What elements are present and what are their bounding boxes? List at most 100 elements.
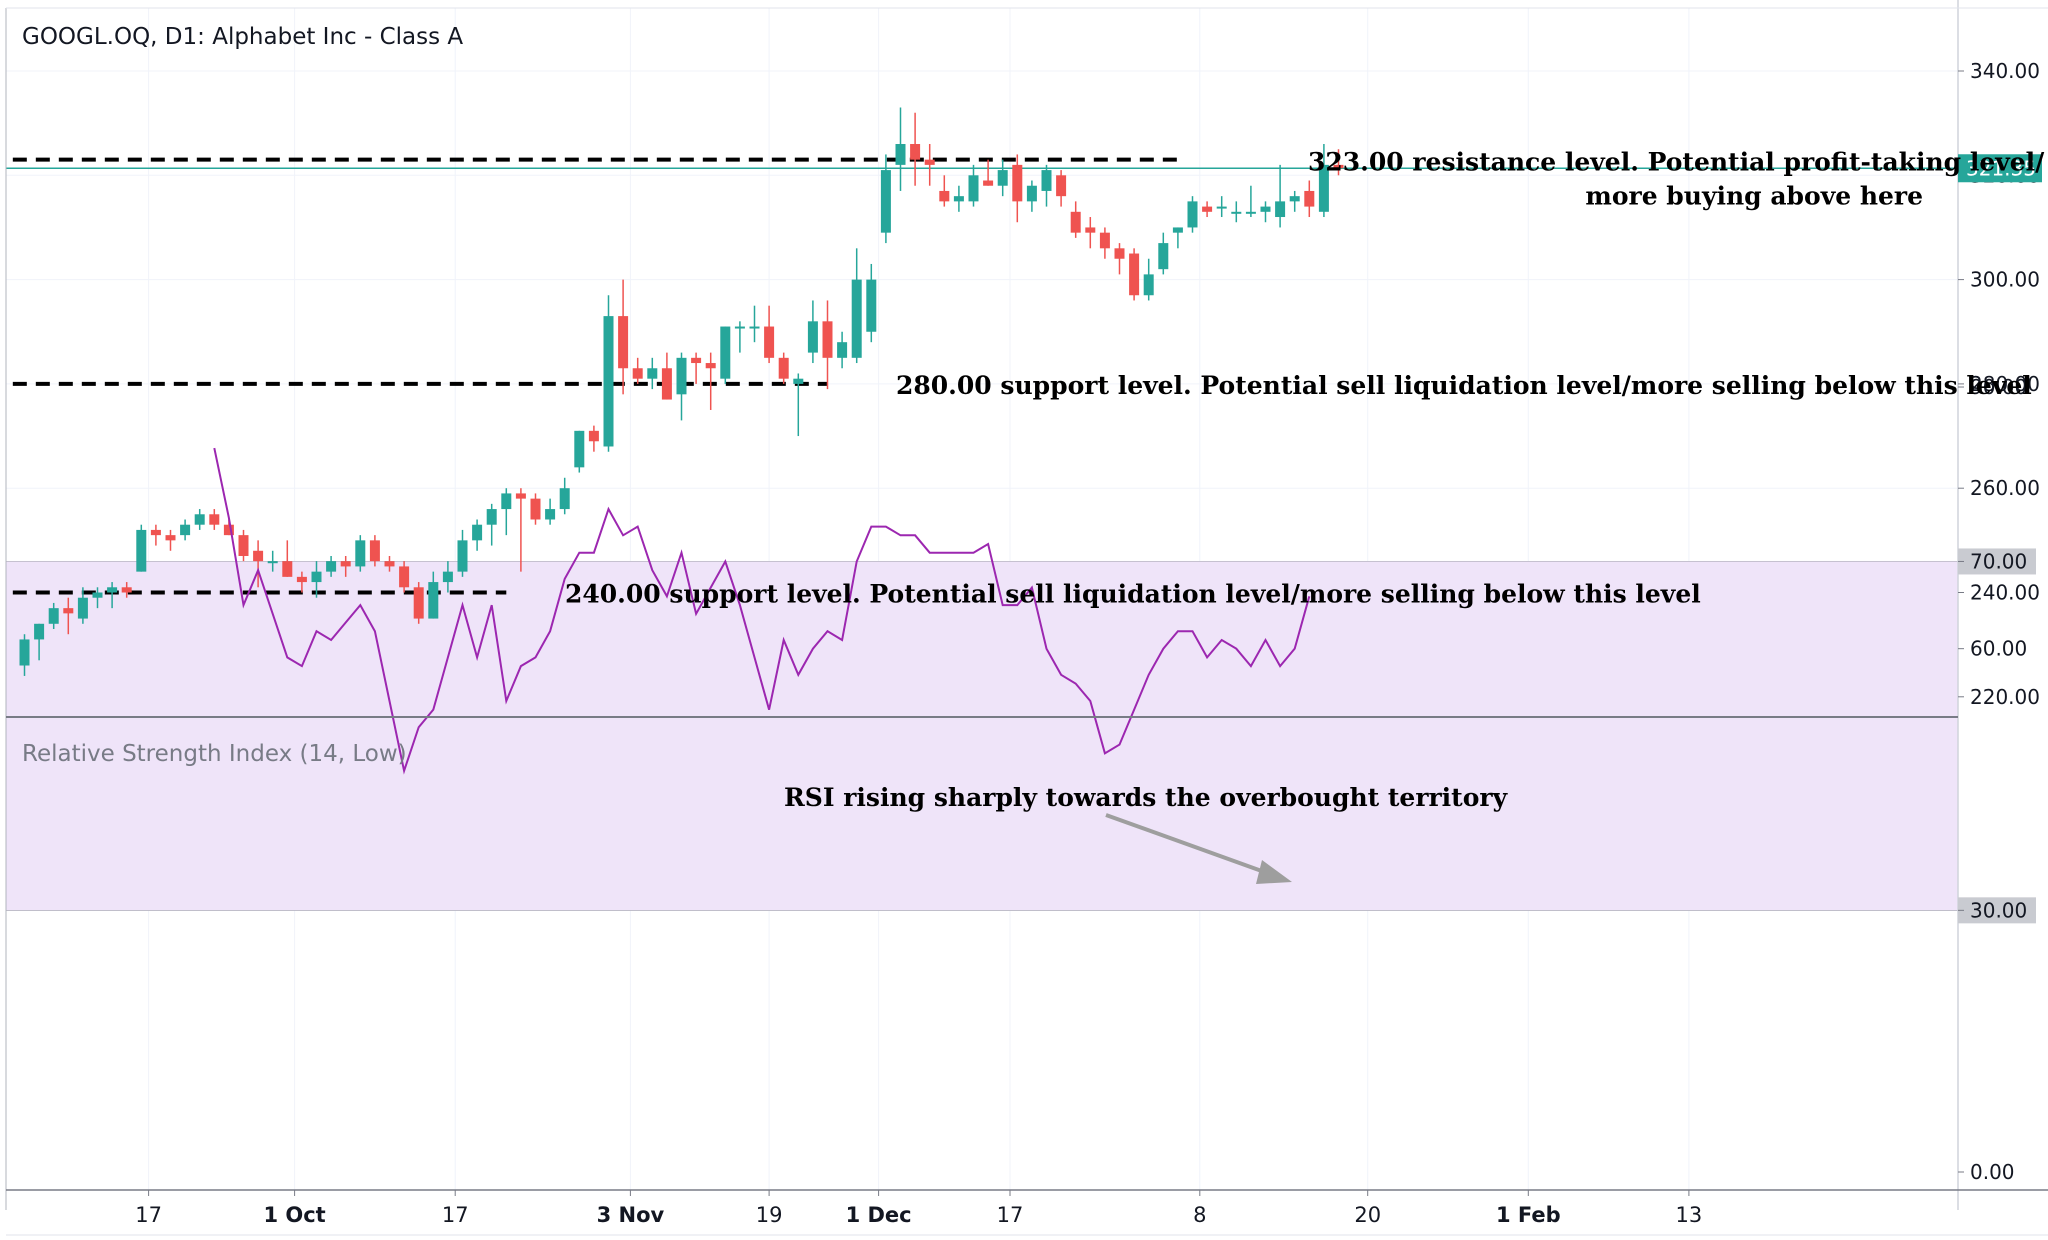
- candle-body: [661, 368, 672, 400]
- rsi-band: [6, 561, 1958, 911]
- candle: [618, 279, 629, 395]
- candle: [1099, 227, 1110, 259]
- candle-body: [603, 316, 614, 447]
- candle: [647, 357, 658, 390]
- candle: [107, 582, 118, 609]
- candle: [866, 263, 877, 343]
- candle: [1275, 164, 1286, 228]
- candle-body: [1333, 164, 1344, 169]
- chart-title: GOOGL.OQ, D1: Alphabet Inc - Class A: [22, 24, 463, 50]
- support-240-label: 240.00 support level. Potential sell liq…: [565, 580, 1701, 609]
- time-tick-label: 1 Oct: [263, 1203, 325, 1227]
- candle-body: [428, 582, 439, 619]
- time-tick-label: 17: [135, 1203, 162, 1227]
- price-tick-label: 280.00: [1970, 372, 2040, 396]
- candle-body: [63, 608, 74, 614]
- candle-body: [720, 326, 731, 379]
- time-tick-label: 1 Feb: [1496, 1203, 1561, 1227]
- rsi-tick-label: 0.00: [1970, 1160, 2015, 1184]
- candle-body: [282, 561, 293, 577]
- candle-body: [764, 326, 775, 358]
- candle-body: [1202, 206, 1213, 212]
- candle-body: [399, 566, 410, 588]
- candle-body: [150, 529, 161, 536]
- candle: [121, 582, 132, 598]
- candle: [253, 540, 264, 588]
- rsi-line: [213, 447, 1311, 775]
- candle: [1245, 185, 1256, 218]
- price-tick-label: 340.00: [1970, 59, 2040, 83]
- candle: [413, 582, 424, 624]
- candle: [1202, 201, 1213, 218]
- candle-body: [1187, 201, 1198, 228]
- candle-body: [1318, 164, 1329, 212]
- candle: [1231, 201, 1242, 223]
- candle-body: [48, 608, 59, 624]
- candle-body: [1114, 248, 1125, 259]
- candle: [282, 540, 293, 577]
- time-tick-label: 1 Dec: [846, 1203, 912, 1227]
- candle: [910, 112, 921, 186]
- candle: [953, 185, 964, 212]
- candle: [822, 300, 833, 390]
- candle-body: [1056, 175, 1067, 197]
- candle-body: [1070, 211, 1081, 233]
- candle: [691, 352, 702, 384]
- price-axis[interactable]: 220.00240.00260.00280.00300.00320.00340.…: [1958, 59, 2042, 709]
- candle: [19, 634, 30, 676]
- candle-body: [734, 326, 745, 329]
- candle-body: [457, 540, 468, 572]
- candle: [384, 555, 395, 572]
- candle-body: [924, 159, 935, 165]
- resistance-label-line2: more buying above here: [1585, 182, 1923, 211]
- candle-body: [618, 316, 629, 369]
- price-tick-label: 240.00: [1970, 581, 2040, 605]
- candle-body: [895, 144, 906, 165]
- candle-body: [1260, 206, 1271, 212]
- candle: [793, 373, 804, 437]
- time-tick-label: 13: [1676, 1203, 1703, 1227]
- candle-body: [413, 587, 424, 619]
- candle: [472, 519, 483, 551]
- candle-body: [472, 524, 483, 541]
- candle-body: [19, 639, 30, 666]
- candle-body: [296, 576, 307, 583]
- candle: [997, 159, 1008, 197]
- candle-body: [194, 514, 205, 525]
- candle-body: [1304, 190, 1315, 207]
- candle: [749, 305, 760, 343]
- arrow-shaft: [1105, 813, 1271, 876]
- candle-body: [1012, 164, 1023, 202]
- candle-body: [983, 180, 994, 186]
- candle: [501, 488, 512, 536]
- candle-body: [530, 498, 541, 520]
- candle-body: [705, 363, 716, 369]
- price-tick-label: 260.00: [1970, 476, 2040, 500]
- candle-body: [267, 561, 278, 564]
- candle: [1216, 196, 1227, 218]
- candle: [1289, 190, 1300, 212]
- candle: [734, 321, 745, 353]
- candle: [1070, 201, 1081, 238]
- support-280-label: 280.00 support level. Potential sell liq…: [896, 371, 2032, 400]
- candle: [150, 524, 161, 546]
- candle: [939, 175, 950, 207]
- time-tick-label: 3 Nov: [597, 1203, 665, 1227]
- rsi-tick-label: 30.00: [1970, 898, 2027, 922]
- rsi-axis[interactable]: 0.00 30.00 60.00 70.00 90.00: [1958, 375, 2036, 1184]
- candle-body: [1143, 274, 1154, 296]
- candle: [165, 529, 176, 551]
- candle: [1041, 164, 1052, 207]
- candle: [442, 561, 453, 593]
- time-tick-label: 19: [756, 1203, 783, 1227]
- time-axis[interactable]: 17 1 Oct 17 3 Nov 19 1 Dec 17 8 20 1 Feb 13: [135, 1190, 1702, 1227]
- candle: [428, 571, 439, 619]
- candle-body: [326, 561, 337, 572]
- candle-body: [77, 597, 88, 619]
- candle: [63, 597, 74, 635]
- candle: [1333, 149, 1344, 176]
- candle: [676, 352, 687, 421]
- candle: [778, 352, 789, 384]
- candle-body: [121, 587, 132, 593]
